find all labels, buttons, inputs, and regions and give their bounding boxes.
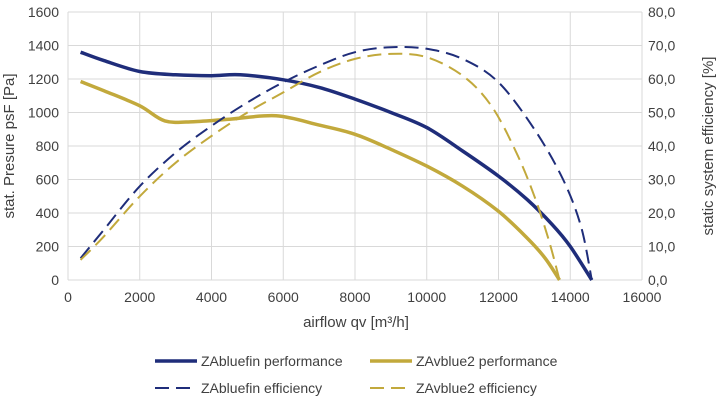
series-line-zabluefin-performance [79,50,594,281]
x-tick-label-12000: 12000 [479,289,518,305]
legend-item-zavblue2-efficiency: ZAvblue2 efficiency [370,380,537,396]
y2-tick-label-6: 60,0 [648,71,675,87]
y2-axis-ticks: 0,0 10,0 20,0 30,0 40,0 50,0 60,0 70,0 80,0 [648,4,675,288]
y2-tick-label-7: 70,0 [648,38,675,54]
y-tick-label-200: 200 [36,239,60,255]
y-tick-label-400: 400 [36,205,60,221]
y2-tick-label-1: 10,0 [648,239,675,255]
y2-tick-label-8: 80,0 [648,4,675,20]
y2-tick-label-5: 50,0 [648,105,675,121]
series-lines [79,45,594,281]
x-tick-label-2000: 2000 [124,289,155,305]
legend-label-zavblue2-efficiency: ZAvblue2 efficiency [416,380,537,396]
y2-tick-label-3: 30,0 [648,172,675,188]
x-tick-label-4000: 4000 [196,289,227,305]
x-tick-label-16000: 16000 [623,289,662,305]
legend-label-zavblue2-performance: ZAvblue2 performance [416,353,558,369]
x-tick-label-0: 0 [64,289,72,305]
y-axis-title: stat. Presure psF [Pa] [1,73,18,218]
y-tick-label-1000: 1000 [28,105,59,121]
legend-label-zabluefin-performance: ZAbluefin performance [201,353,343,369]
series-line-zabluefin-efficiency [79,45,593,281]
y2-tick-label-0: 0,0 [648,272,668,288]
legend-item-zabluefin-efficiency: ZAbluefin efficiency [155,380,322,396]
legend: ZAbluefin performance ZAvblue2 performan… [155,353,558,396]
series-line-zavblue2-efficiency [79,52,561,281]
legend-item-zabluefin-performance: ZAbluefin performance [155,353,343,369]
y-tick-label-0: 0 [51,272,59,288]
x-tick-label-10000: 10000 [407,289,446,305]
series-line-zavblue2-performance [79,79,561,281]
x-tick-label-14000: 14000 [551,289,590,305]
grid-lines [67,11,643,281]
y2-axis-title: static system efficiency [%] [700,57,717,236]
y-tick-label-1600: 1600 [28,4,59,20]
y-tick-label-600: 600 [36,172,60,188]
x-axis-title: airflow qv [m³/h] [303,314,409,331]
y-tick-label-1200: 1200 [28,71,59,87]
y-tick-label-1400: 1400 [28,38,59,54]
y2-tick-label-4: 40,0 [648,138,675,154]
y-axis-ticks: 0 200 400 600 800 1000 1200 1400 1600 [28,4,59,288]
x-tick-label-6000: 6000 [268,289,299,305]
y-tick-label-800: 800 [36,138,60,154]
legend-label-zabluefin-efficiency: ZAbluefin efficiency [201,380,322,396]
x-tick-label-8000: 8000 [339,289,370,305]
legend-item-zavblue2-performance: ZAvblue2 performance [370,353,558,369]
x-axis-ticks: 0 2000 4000 6000 8000 10000 12000 14000 16000 [64,289,662,305]
y2-tick-label-2: 20,0 [648,205,675,221]
